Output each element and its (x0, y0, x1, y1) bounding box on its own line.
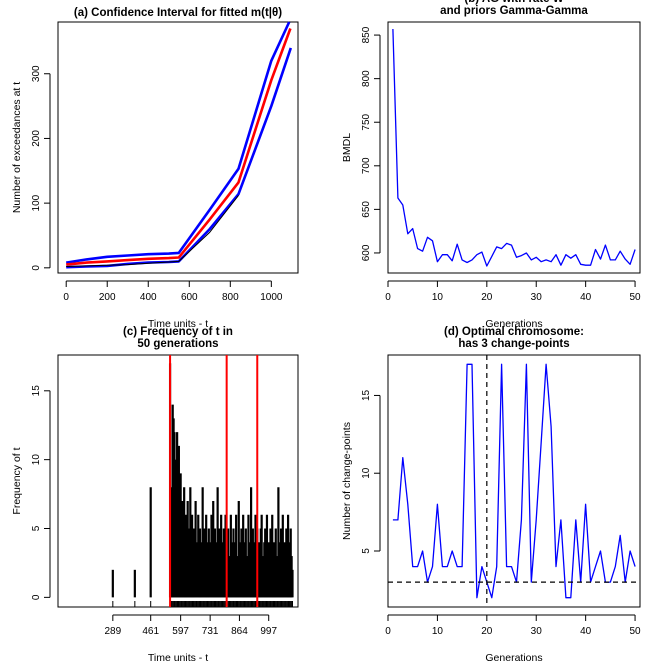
x-tick-label: 0 (385, 292, 391, 303)
x-tick-label: 40 (580, 626, 592, 637)
x-tick-label: 30 (531, 626, 543, 637)
x-tick-label: 50 (629, 626, 641, 637)
chart-title: (b) AG with rate W (464, 0, 563, 5)
chart-title: (a) Confidence Interval for fitted m(t|θ… (74, 7, 282, 19)
y-tick-label: 15 (31, 385, 42, 397)
y-tick-label: 15 (361, 389, 372, 401)
series-line-1 (65, 21, 291, 264)
y-tick-label: 0 (31, 594, 42, 600)
x-tick-label: 400 (140, 292, 157, 303)
y-tick-label: 200 (31, 130, 42, 147)
y-tick-label: 700 (361, 157, 372, 174)
y-axis-label: Number of change-points (341, 422, 353, 540)
x-tick-label: 1000 (260, 292, 283, 303)
x-tick-label: 731 (202, 626, 219, 637)
x-axis-label: Generations (485, 652, 542, 664)
x-tick-label: 40 (580, 292, 592, 303)
x-tick-label: 10 (432, 292, 444, 303)
x-tick-label: 50 (629, 292, 641, 303)
x-axis-label: Generations (485, 318, 542, 330)
x-axis-label: Time units - t (148, 652, 208, 664)
y-tick-label: 10 (31, 454, 42, 466)
y-tick-label: 5 (361, 548, 372, 554)
y-tick-label: 650 (361, 201, 372, 218)
x-tick-label: 30 (531, 292, 543, 303)
panel-d: (d) Optimal chromosome:has 3 change-poin… (341, 326, 641, 664)
series-line-1 (392, 363, 636, 599)
plot-frame (57, 21, 299, 274)
y-tick-label: 100 (31, 194, 42, 211)
x-tick-label: 461 (142, 626, 159, 637)
y-axis-label: Number of exceedances at t (11, 82, 23, 213)
x-tick-label: 20 (481, 626, 493, 637)
series-line-1 (392, 28, 636, 267)
x-tick-label: 289 (104, 626, 121, 637)
x-tick-label: 600 (181, 292, 198, 303)
y-tick-label: 850 (361, 26, 372, 43)
x-tick-label: 597 (172, 626, 189, 637)
chart-title: 50 generations (137, 338, 218, 350)
y-axis-label: Frequency of t (11, 447, 23, 514)
plot-frame (387, 21, 641, 274)
plot-frame (387, 354, 641, 608)
y-tick-label: 750 (361, 113, 372, 130)
x-tick-label: 10 (432, 626, 444, 637)
x-axis-label: Time units - t (148, 318, 208, 330)
x-tick-label: 20 (481, 292, 493, 303)
panel-a: (a) Confidence Interval for fitted m(t|θ… (11, 7, 299, 330)
y-tick-label: 0 (31, 265, 42, 271)
x-tick-label: 800 (222, 292, 239, 303)
x-tick-label: 864 (231, 626, 248, 637)
y-tick-label: 800 (361, 70, 372, 87)
chart-title: (d) Optimal chromosome: (444, 326, 584, 338)
series-line-3 (66, 47, 293, 269)
y-tick-label: 300 (31, 65, 42, 82)
chart-title: and priors Gamma-Gamma (440, 5, 588, 17)
y-axis-label: BMDL (341, 133, 353, 162)
series-line-2 (66, 28, 292, 266)
chart-title: has 3 change-points (458, 338, 569, 350)
y-tick-label: 5 (31, 525, 42, 531)
y-tick-label: 10 (361, 467, 372, 479)
series-line-4 (66, 195, 239, 267)
chart-title: (c) Frequency of t in (123, 326, 233, 338)
y-tick-label: 600 (361, 244, 372, 261)
x-tick-label: 0 (385, 626, 391, 637)
x-tick-label: 997 (260, 626, 277, 637)
x-tick-label: 0 (63, 292, 69, 303)
panel-b: (b) AG with rate Wand priors Gamma-Gamma… (341, 0, 641, 330)
x-tick-label: 200 (99, 292, 116, 303)
